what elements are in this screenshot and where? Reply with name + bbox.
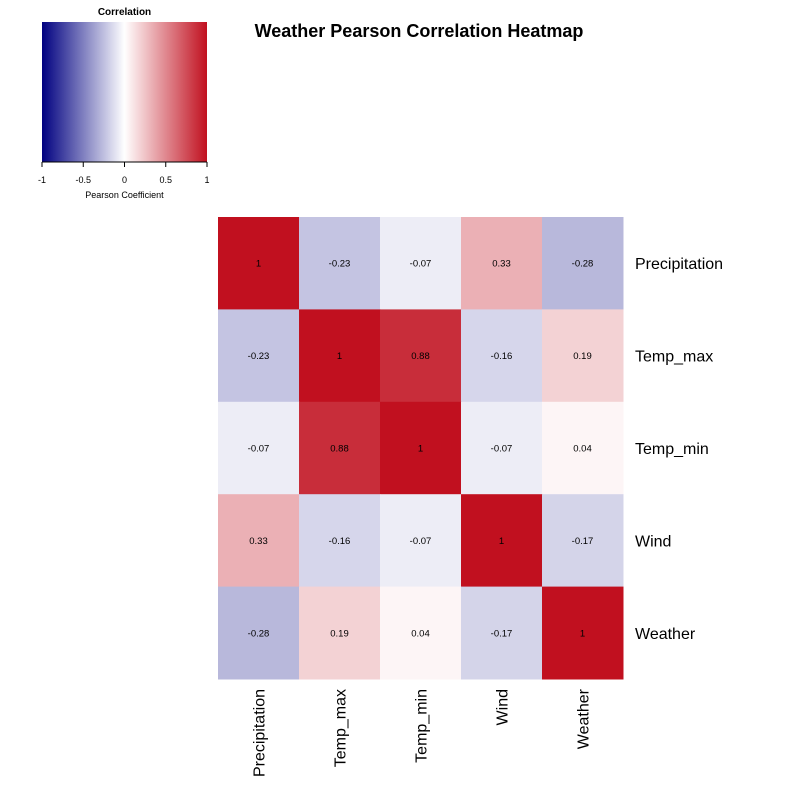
cell-value-label: 1	[337, 351, 342, 362]
heatmap-cell	[461, 401, 543, 495]
heatmap-cell	[461, 586, 543, 680]
heatmap-cell	[380, 586, 462, 680]
heatmap-cell	[461, 494, 543, 588]
cell-value-label: 0.88	[411, 351, 430, 362]
row-label: Temp_min	[635, 441, 709, 458]
column-label: Weather	[576, 688, 593, 749]
heatmap-cell	[542, 217, 624, 310]
cell-value-label: -0.28	[572, 259, 594, 270]
cell-value-label: 0.04	[411, 628, 430, 639]
heatmap-cell	[380, 401, 462, 495]
cell-value-label: 1	[256, 259, 261, 270]
column-label: Wind	[495, 689, 512, 725]
legend-axis-label: Pearson Coefficient	[85, 190, 164, 200]
heatmap-cell	[299, 217, 381, 310]
cell-value-label: -0.17	[572, 536, 594, 547]
cell-value-label: -0.23	[329, 259, 351, 270]
cell-value-label: 0.33	[492, 259, 511, 270]
cell-value-label: -0.28	[248, 628, 270, 639]
heatmap-cell	[542, 494, 624, 588]
row-label: Weather	[635, 626, 696, 643]
row-label: Wind	[635, 533, 671, 550]
heatmap-cell	[218, 586, 300, 680]
heatmap-cell	[542, 586, 624, 680]
row-label: Precipitation	[635, 256, 723, 273]
column-label: Precipitation	[252, 689, 269, 777]
legend-tick-label: 1	[204, 175, 209, 185]
heatmap-cell	[542, 309, 624, 403]
legend-color-bar	[42, 22, 207, 162]
chart-title: Weather Pearson Correlation Heatmap	[255, 21, 584, 41]
heatmap-cell	[542, 401, 624, 495]
cell-value-label: -0.07	[410, 536, 432, 547]
cell-value-label: 1	[499, 536, 504, 547]
heatmap-cell	[461, 217, 543, 310]
legend-tick-label: 0.5	[159, 175, 172, 185]
heatmap-cell	[380, 217, 462, 310]
legend-tick-label: -1	[38, 175, 46, 185]
legend-tick-label: -0.5	[75, 175, 91, 185]
heatmap-cell	[218, 217, 300, 310]
heatmap-cell	[380, 309, 462, 403]
heatmap-cell	[218, 401, 300, 495]
cell-value-label: -0.17	[491, 628, 513, 639]
cell-value-label: 1	[418, 444, 423, 455]
row-label: Temp_max	[635, 349, 713, 366]
cell-value-label: 0.19	[330, 628, 349, 639]
cell-value-label: -0.07	[491, 444, 513, 455]
heatmap-cell	[299, 586, 381, 680]
cell-value-label: -0.16	[491, 351, 513, 362]
cell-value-label: -0.16	[329, 536, 351, 547]
column-label: Temp_min	[414, 689, 431, 763]
cell-value-label: -0.23	[248, 351, 270, 362]
cell-value-label: 0.19	[573, 351, 592, 362]
heatmap-cell	[299, 494, 381, 588]
column-label: Temp_max	[333, 689, 350, 767]
heatmap-cell	[461, 309, 543, 403]
cell-value-label: 1	[580, 628, 585, 639]
cell-value-label: 0.33	[249, 536, 268, 547]
color-legend: Correlation -1 -0.5 0 0.5 1 Pearson Coeffici…	[38, 7, 210, 200]
legend-tick-label: 0	[122, 175, 127, 185]
cell-value-label: -0.07	[248, 444, 270, 455]
cell-value-label: 0.04	[573, 444, 592, 455]
heatmap-cell	[299, 309, 381, 403]
cell-value-label: -0.07	[410, 259, 432, 270]
heatmap-cell	[299, 401, 381, 495]
heatmap-cell	[218, 494, 300, 588]
heatmap-cell	[218, 309, 300, 403]
legend-title: Correlation	[98, 7, 151, 18]
heatmap-cell	[380, 494, 462, 588]
cell-value-label: 0.88	[330, 444, 349, 455]
